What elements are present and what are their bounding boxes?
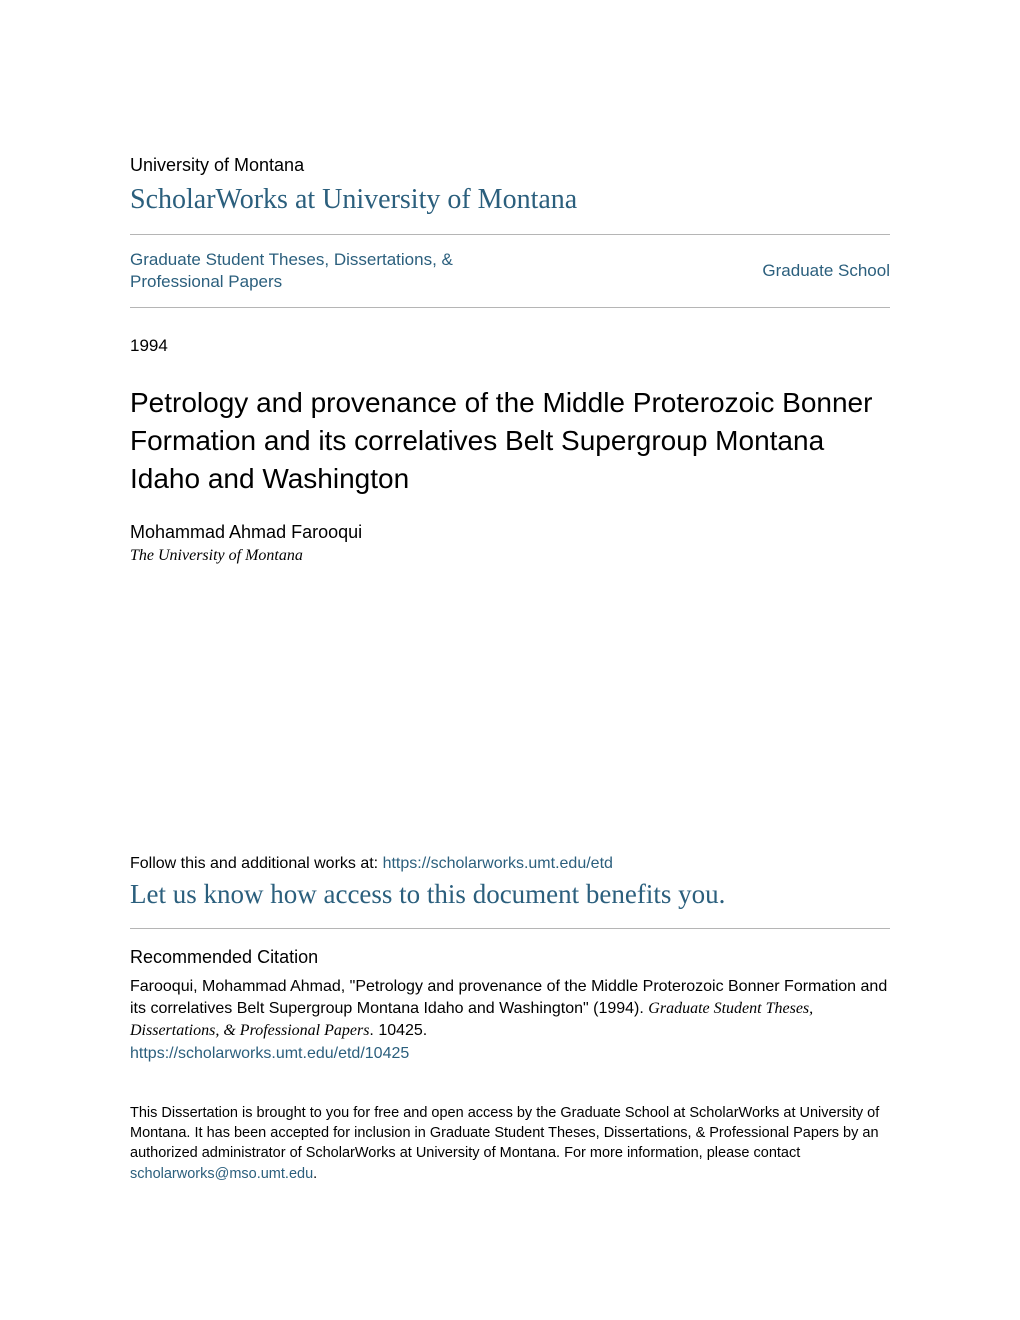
footer-statement: This Dissertation is brought to you for …: [130, 1103, 890, 1184]
collection-url-link[interactable]: https://scholarworks.umt.edu/etd: [383, 855, 613, 872]
access-benefits-link[interactable]: Let us know how access to this document …: [130, 879, 890, 910]
author-name: Mohammad Ahmad Farooqui: [130, 522, 890, 543]
contact-email-link[interactable]: scholarworks@mso.umt.edu: [130, 1166, 313, 1182]
document-title: Petrology and provenance of the Middle P…: [130, 384, 890, 497]
citation-text: Farooqui, Mohammad Ahmad, "Petrology and…: [130, 976, 890, 1043]
graduate-school-link[interactable]: Graduate School: [762, 261, 890, 281]
citation-heading: Recommended Citation: [130, 947, 890, 968]
footer-suffix: .: [313, 1166, 317, 1182]
author-affiliation: The University of Montana: [130, 547, 890, 565]
footer-prefix: This Dissertation is brought to you for …: [130, 1105, 879, 1162]
citation-url-link[interactable]: https://scholarworks.umt.edu/etd/10425: [130, 1045, 890, 1063]
citation-suffix: . 10425.: [369, 1022, 427, 1039]
publication-year: 1994: [130, 336, 890, 356]
follow-works-line: Follow this and additional works at: htt…: [130, 855, 890, 873]
repository-link[interactable]: ScholarWorks at University of Montana: [130, 184, 890, 216]
citation-divider: [130, 928, 890, 929]
nav-divider: [130, 307, 890, 308]
collection-link[interactable]: Graduate Student Theses, Dissertations, …: [130, 249, 490, 293]
document-page: University of Montana ScholarWorks at Un…: [0, 0, 1020, 1244]
content-spacer: [130, 565, 890, 855]
follow-prefix: Follow this and additional works at:: [130, 855, 383, 872]
institution-name: University of Montana: [130, 155, 890, 176]
breadcrumb-row: Graduate Student Theses, Dissertations, …: [130, 235, 890, 307]
